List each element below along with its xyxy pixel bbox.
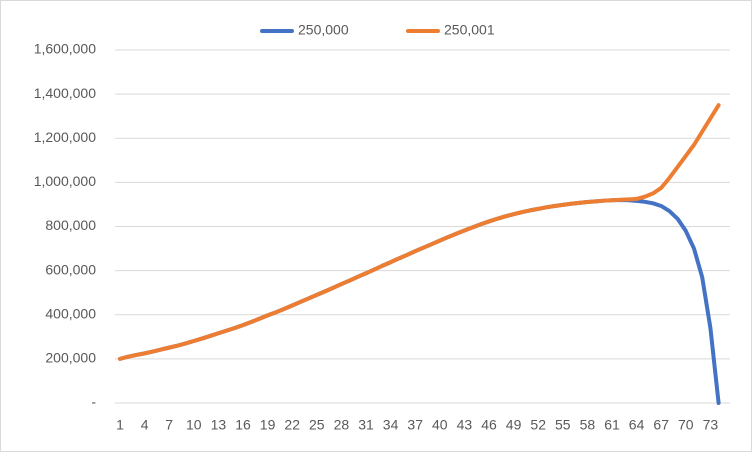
x-tick-label: 49 [506, 417, 522, 433]
x-tick-label: 13 [211, 417, 227, 433]
x-tick-label: 4 [141, 417, 149, 433]
x-tick-label: 43 [457, 417, 473, 433]
x-tick-label: 70 [678, 417, 694, 433]
x-tick-label: 40 [432, 417, 448, 433]
y-tick-label: 1,200,000 [34, 129, 96, 145]
x-tick-label: 52 [530, 417, 546, 433]
x-tick-label: 22 [284, 417, 300, 433]
x-tick-label: 1 [116, 417, 124, 433]
x-tick-label: 16 [235, 417, 251, 433]
y-tick-label: 400,000 [45, 305, 96, 321]
x-tick-label: 7 [165, 417, 173, 433]
x-tick-label: 67 [653, 417, 669, 433]
legend-label: 250,000 [298, 22, 349, 38]
legend-label: 250,001 [444, 22, 495, 38]
x-tick-label: 37 [407, 417, 423, 433]
y-tick-label: 600,000 [45, 261, 96, 277]
y-tick-label: 800,000 [45, 217, 96, 233]
y-tick-label: - [91, 394, 96, 410]
y-tick-label: 1,400,000 [34, 85, 96, 101]
series-line [118, 103, 721, 361]
x-tick-label: 73 [703, 417, 719, 433]
x-tick-label: 19 [260, 417, 276, 433]
y-tick-label: 1,000,000 [34, 173, 96, 189]
y-tick-label: 200,000 [45, 350, 96, 366]
x-tick-label: 10 [186, 417, 202, 433]
x-tick-label: 25 [309, 417, 325, 433]
x-tick-label: 55 [555, 417, 571, 433]
x-tick-label: 46 [481, 417, 497, 433]
x-tick-label: 61 [604, 417, 620, 433]
x-tick-label: 64 [629, 417, 645, 433]
x-tick-label: 31 [358, 417, 374, 433]
x-tick-label: 58 [580, 417, 596, 433]
y-tick-label: 1,600,000 [34, 41, 96, 57]
x-tick-label: 28 [334, 417, 350, 433]
x-tick-label: 34 [383, 417, 399, 433]
